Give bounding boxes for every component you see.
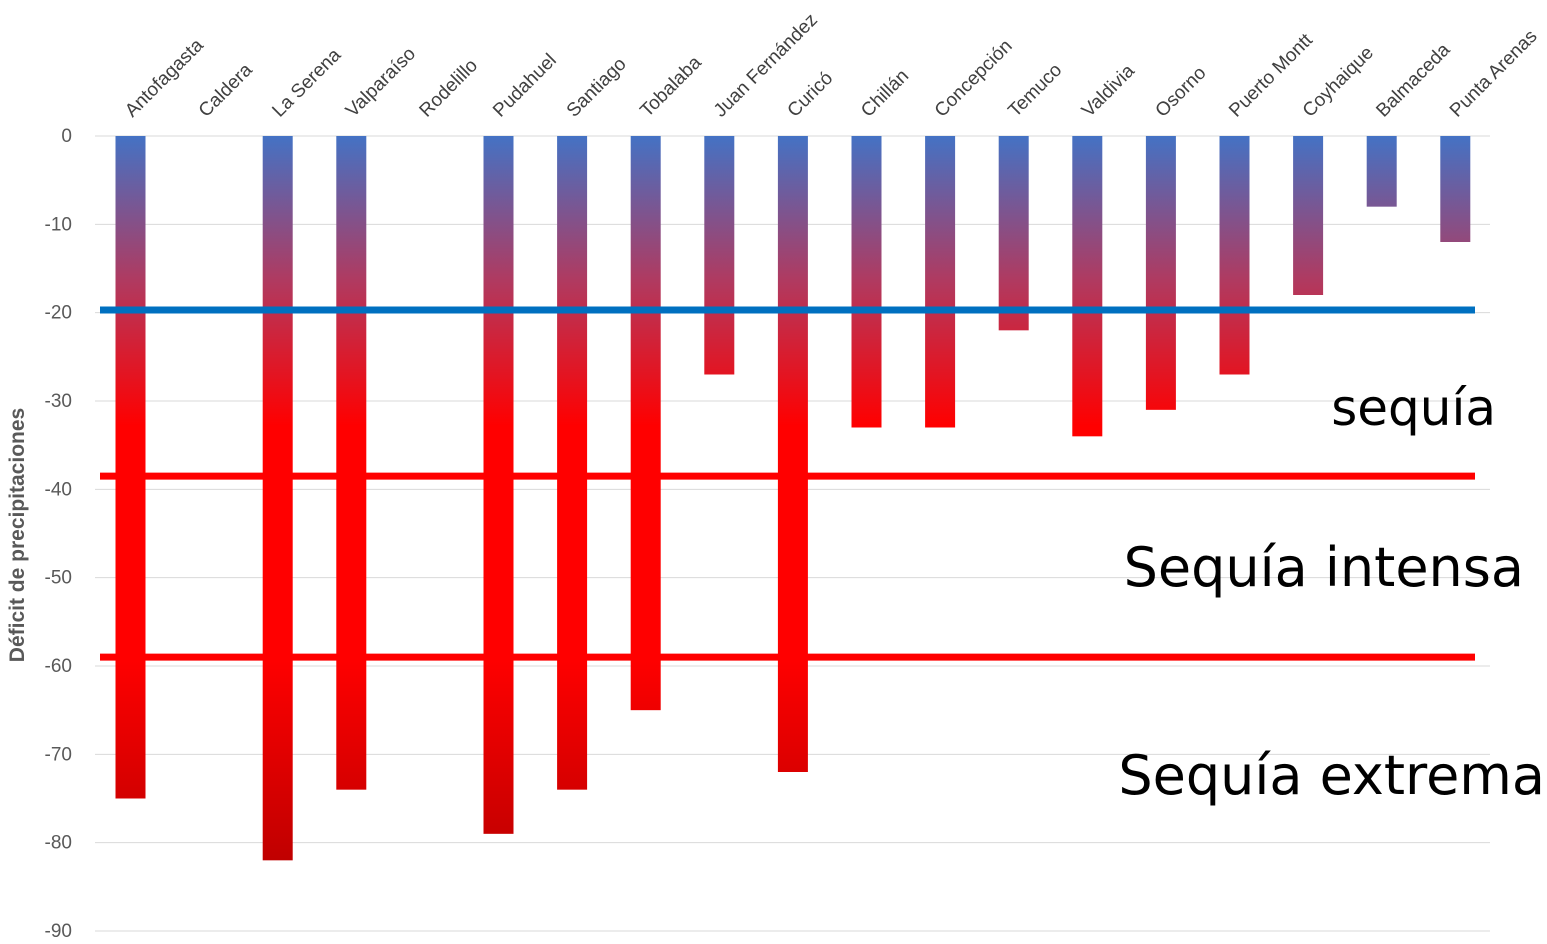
bar <box>336 136 367 790</box>
bar <box>1440 136 1471 242</box>
y-tick-labels: 0 -10 -20 -30 -40 -50 -60 -70 -80 -90 <box>45 126 72 942</box>
zone-label-sequia: sequía <box>1331 379 1496 437</box>
bar <box>998 136 1029 331</box>
y-tick-label: -50 <box>45 568 72 589</box>
y-tick-label: -80 <box>45 833 72 854</box>
bar <box>557 136 588 790</box>
zone-label-sequia-intensa: Sequía intensa <box>1124 536 1524 599</box>
y-tick-label: -70 <box>45 744 72 765</box>
category-label: Pudahuel <box>489 50 561 122</box>
category-label: Coyhaique <box>1299 42 1378 121</box>
threshold-lines <box>100 306 1475 661</box>
category-label: Rodelillo <box>416 55 482 121</box>
y-tick-label: -40 <box>45 479 72 500</box>
zone-label-sequia-extrema: Sequía extrema <box>1118 744 1545 807</box>
bar <box>630 136 661 711</box>
category-label: Curicó <box>784 68 838 122</box>
category-label: Osorno <box>1152 63 1211 122</box>
bar <box>1145 136 1176 410</box>
category-label: Valparaíso <box>342 43 420 121</box>
y-tick-label: -90 <box>45 921 72 942</box>
bar <box>777 136 808 772</box>
y-tick-label: -20 <box>45 303 72 324</box>
y-axis-title: Déficit de precipitaciones <box>6 408 29 662</box>
y-tick-label: -60 <box>45 656 72 677</box>
bars <box>115 136 1471 861</box>
bar <box>1366 136 1397 207</box>
bar <box>1293 136 1324 295</box>
category-label: Temuco <box>1004 60 1066 122</box>
y-tick-label: -10 <box>45 214 72 235</box>
category-label: Tobalaba <box>636 52 706 122</box>
bar <box>1072 136 1103 437</box>
bar <box>483 136 514 834</box>
y-tick-label: 0 <box>61 126 72 147</box>
category-label: La Serena <box>268 44 345 121</box>
bar <box>115 136 146 799</box>
category-label: Chillán <box>857 66 913 122</box>
bar <box>1219 136 1250 375</box>
bar <box>704 136 735 375</box>
category-label: Santiago <box>563 54 631 122</box>
category-label: Valdivia <box>1078 60 1139 121</box>
category-label: Antofagasta <box>121 35 208 122</box>
category-label: Punta Arenas <box>1446 26 1542 122</box>
y-tick-label: -30 <box>45 391 72 412</box>
category-label: Caldera <box>195 59 257 121</box>
bar <box>851 136 882 428</box>
category-label: Concepción <box>931 36 1017 122</box>
bar <box>925 136 956 428</box>
bar <box>262 136 293 861</box>
category-label: Balmaceda <box>1372 39 1454 121</box>
